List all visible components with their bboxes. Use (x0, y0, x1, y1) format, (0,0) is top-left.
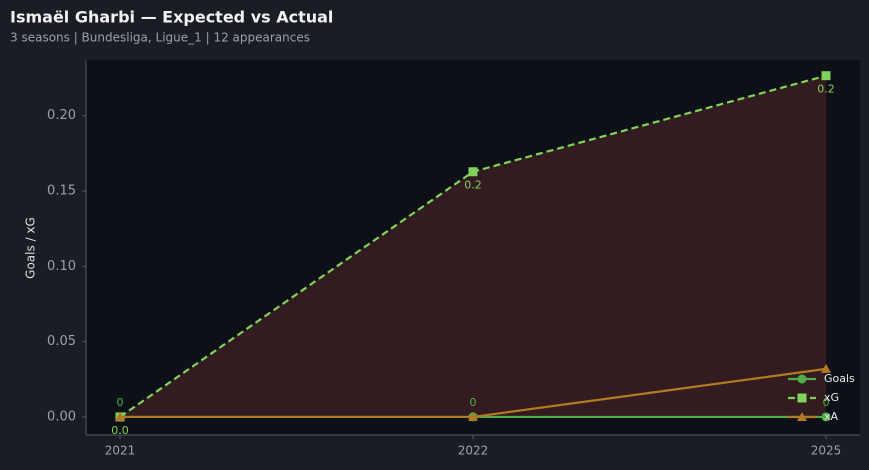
y-axis-label: Goals / xG (24, 217, 38, 279)
legend-label: xA (824, 410, 839, 423)
y-tick-label: 0.20 (47, 108, 76, 123)
fill-area (120, 75, 826, 417)
point (797, 374, 807, 384)
y-tick-label: 0.00 (47, 409, 76, 424)
y-tick-label: 0.05 (47, 334, 76, 349)
point (821, 412, 831, 422)
y-tick-label: 0.10 (47, 259, 76, 274)
data-label: 0 (823, 396, 830, 409)
point (468, 167, 478, 177)
data-label: 0.2 (817, 83, 835, 96)
x-tick-label: 2021 (105, 444, 136, 458)
point (797, 393, 807, 403)
legend-label: Goals (824, 372, 855, 385)
data-label: 0.0 (111, 424, 129, 437)
data-label: 0.2 (464, 179, 482, 192)
chart-subtitle: 3 seasons | Bundesliga, Ligue_1 | 12 app… (10, 31, 310, 45)
data-label: 0 (117, 396, 124, 409)
y-tick-label: 0.15 (47, 184, 76, 199)
point (821, 71, 831, 81)
point (115, 411, 125, 421)
x-tick-label: 2025 (811, 444, 842, 458)
point (821, 363, 831, 373)
point (468, 411, 478, 421)
legend-label: xG (824, 391, 839, 404)
x-tick-label: 2022 (458, 444, 489, 458)
data-label: 0 (470, 396, 477, 409)
point (797, 412, 807, 421)
chart-title: Ismaël Gharbi — Expected vs Actual (10, 8, 333, 27)
